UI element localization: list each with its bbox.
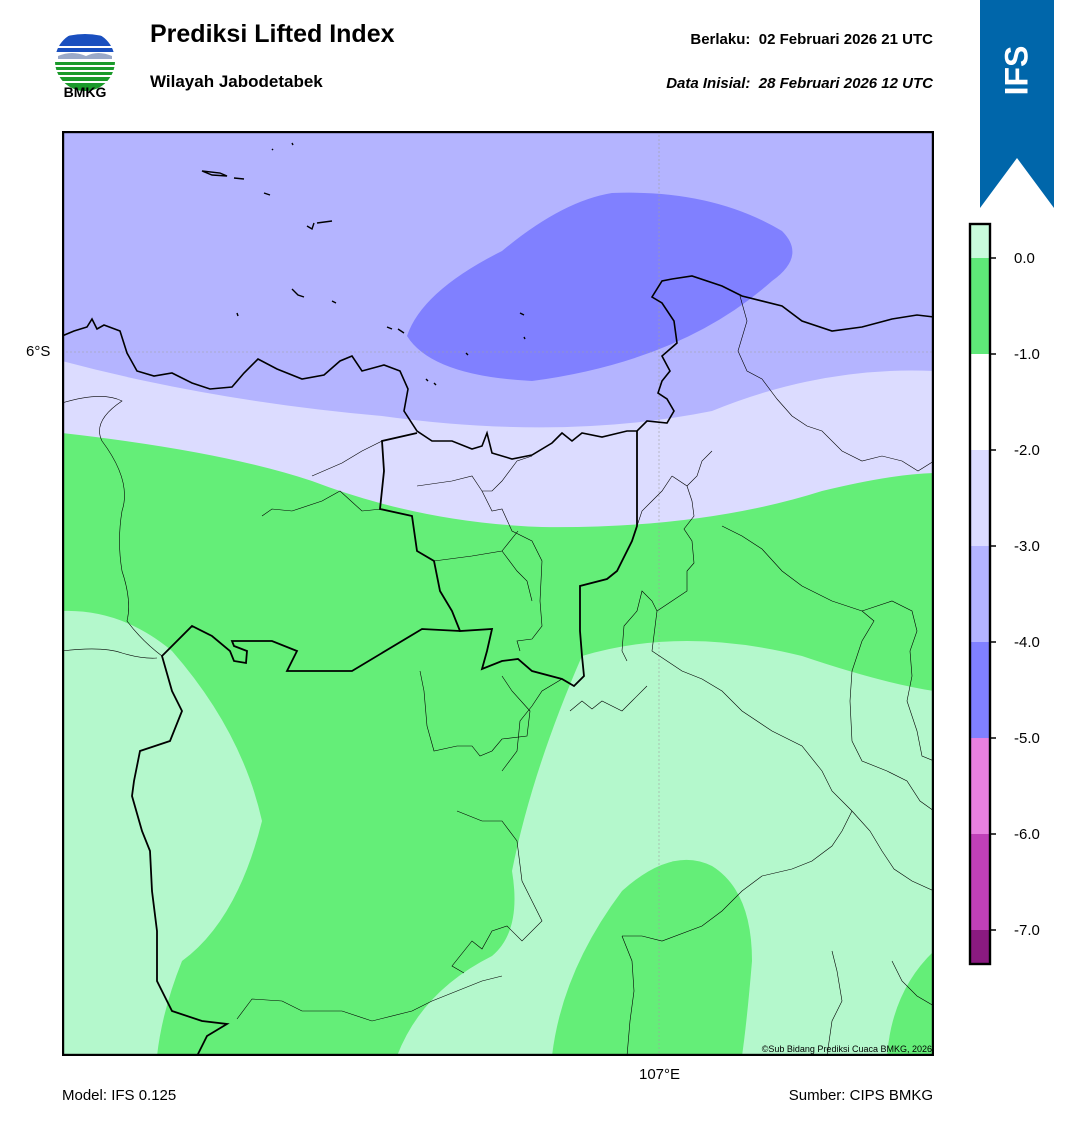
colorbar-tick-label: -3.0: [1014, 538, 1040, 555]
colorbar-tick-label: -5.0: [1014, 730, 1040, 747]
colorbar-tick-label: -1.0: [1014, 346, 1040, 363]
valid-value: 02 Februari 2026 21 UTC: [758, 31, 933, 48]
bmkg-logo-icon: [55, 31, 115, 91]
ifs-badge: IFS: [980, 30, 1054, 110]
source-info: Sumber: CIPS BMKG: [788, 1087, 933, 1104]
lifted-index-map: [62, 131, 934, 1056]
init-value: 28 Februari 2026 12 UTC: [758, 75, 933, 92]
colorbar-band: [970, 834, 990, 930]
colorbar-tick-label: -2.0: [1014, 442, 1040, 459]
colorbar-band: [970, 546, 990, 642]
colorbar-tick-label: -6.0: [1014, 826, 1040, 843]
islands: [201, 142, 526, 386]
colorbar-band: [970, 930, 990, 964]
colorbar-band: [970, 258, 990, 354]
valid-label: Berlaku:: [690, 31, 751, 48]
init-time: Data Inisial: 28 Februari 2026 12 UTC: [666, 75, 933, 92]
page-subtitle: Wilayah Jabodetabek: [150, 72, 323, 91]
init-label: Data Inisial:: [666, 75, 751, 92]
model-info: Model: IFS 0.125: [62, 1087, 177, 1104]
colorbar-band: [970, 738, 990, 834]
colorbar-frame: [968, 222, 992, 966]
copyright-note: ©Sub Bidang Prediksi Cuaca BMKG, 2026: [761, 1044, 932, 1054]
colorbar-tick-label: -7.0: [1014, 922, 1040, 939]
colorbar-band: [970, 224, 990, 258]
colorbar-tick-label: 0.0: [1014, 250, 1035, 267]
ifs-badge-text: IFS: [998, 45, 1035, 95]
colorbar-band: [970, 354, 990, 450]
field-band-minus2-minus1-south: [552, 859, 752, 1056]
coastline: [62, 275, 934, 460]
ifs-banner-icon: [980, 0, 1054, 208]
longitude-label: 107°E: [639, 1066, 681, 1083]
regency-boundaries: [62, 295, 934, 1056]
latitude-label: 6°S: [26, 343, 51, 360]
field-band-minus2-minus1-se: [887, 951, 934, 1056]
colorbar-band: [970, 642, 990, 738]
colorbar-band: [970, 450, 990, 546]
field-band-minus1-0-west: [62, 610, 262, 1056]
logo-text: BMKG: [63, 84, 107, 100]
colorbar: 0.0 -1.0 -2.0 -3.0 -4.0 -5.0 -6.0 -7.0: [968, 222, 1040, 966]
page-title: Prediksi Lifted Index: [150, 20, 395, 48]
valid-time: Berlaku: 02 Februari 2026 21 UTC: [690, 31, 933, 48]
colorbar-tick-label: -4.0: [1014, 634, 1040, 651]
field-band-minus5-minus4: [407, 192, 793, 381]
